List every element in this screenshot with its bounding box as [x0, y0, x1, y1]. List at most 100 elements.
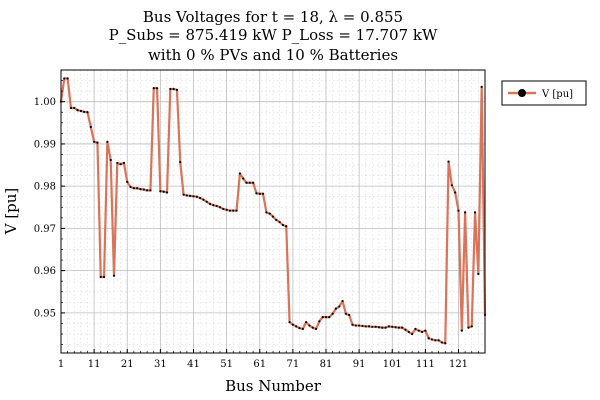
data-point — [295, 325, 298, 328]
data-point — [298, 326, 301, 330]
data-point — [414, 327, 417, 331]
grid — [60, 69, 485, 353]
data-point — [341, 299, 344, 303]
data-point — [377, 326, 381, 329]
data-point — [66, 77, 69, 80]
data-point — [454, 191, 457, 194]
x-tick-label: 41 — [187, 359, 200, 370]
data-point — [102, 275, 106, 279]
data-point — [424, 329, 427, 332]
y-tick-label: 0.99 — [34, 139, 56, 150]
data-point — [334, 307, 338, 310]
data-point — [189, 194, 192, 197]
data-point — [142, 188, 145, 191]
x-tick-label: 81 — [320, 359, 333, 370]
data-point — [308, 324, 311, 327]
chart-title-line-2: P_Subs = 875.419 kW P_Loss = 17.707 kW — [109, 26, 438, 44]
data-point — [367, 325, 371, 328]
data-point — [179, 160, 182, 164]
x-tick-label: 111 — [416, 359, 435, 370]
data-point — [192, 195, 195, 198]
data-point — [122, 161, 126, 165]
data-point — [358, 324, 361, 327]
data-point — [460, 329, 463, 332]
data-point — [467, 326, 470, 329]
data-point — [394, 326, 397, 329]
x-tick-label: 61 — [253, 359, 266, 370]
data-point — [112, 274, 116, 277]
data-point — [397, 326, 400, 329]
data-point — [450, 184, 453, 187]
data-point — [169, 87, 172, 91]
data-point — [348, 313, 351, 317]
data-point — [212, 204, 215, 207]
data-point — [328, 315, 331, 319]
x-tick-label: 71 — [287, 359, 300, 370]
data-point — [235, 209, 238, 212]
data-point — [291, 323, 294, 326]
data-point — [301, 327, 304, 331]
data-point — [245, 181, 248, 184]
data-point — [305, 321, 308, 324]
data-point — [119, 163, 122, 166]
data-point — [434, 339, 437, 342]
data-point — [146, 189, 149, 192]
data-point — [258, 192, 261, 195]
data-point — [195, 195, 198, 198]
data-point — [132, 187, 135, 190]
data-point — [384, 326, 387, 329]
data-point — [83, 110, 86, 113]
data-point — [457, 209, 460, 212]
x-axis-label: Bus Number — [225, 377, 322, 395]
data-point — [331, 312, 334, 315]
data-point — [205, 200, 208, 203]
data-point — [109, 158, 112, 162]
legend: V [pu] — [501, 80, 587, 106]
data-point — [314, 327, 318, 331]
data-point — [116, 161, 119, 165]
data-point — [288, 321, 291, 324]
data-point — [96, 141, 99, 144]
y-tick-label: 0.95 — [34, 308, 56, 319]
data-point — [79, 109, 82, 113]
data-point — [268, 212, 271, 215]
data-point — [126, 180, 129, 184]
x-tick-label: 91 — [353, 359, 366, 370]
data-point — [185, 194, 188, 197]
data-point — [106, 140, 109, 143]
data-point — [321, 315, 324, 319]
data-point — [159, 190, 162, 193]
data-point — [218, 206, 222, 209]
y-tick-label: 0.98 — [34, 182, 56, 193]
data-point — [427, 337, 430, 340]
x-tick-label: 1 — [58, 359, 64, 370]
legend-label: V [pu] — [541, 89, 573, 100]
data-point — [225, 208, 228, 211]
data-point — [404, 328, 407, 331]
y-axis-label: V [pu] — [2, 188, 20, 236]
data-point — [252, 181, 255, 184]
data-point — [232, 209, 235, 212]
data-point — [155, 87, 159, 90]
data-point — [69, 106, 73, 110]
data-point — [255, 192, 258, 195]
x-tick-label: 121 — [449, 359, 468, 370]
data-point — [354, 324, 357, 327]
data-point — [417, 329, 420, 332]
data-point — [129, 185, 132, 189]
data-point — [162, 190, 165, 193]
data-point — [285, 225, 288, 228]
data-point — [99, 275, 102, 279]
data-point — [437, 339, 440, 342]
data-point — [238, 172, 241, 175]
data-point — [202, 198, 205, 201]
data-point — [86, 111, 89, 114]
chart-title-line-1: Bus Voltages for t = 18, λ = 0.855 — [143, 8, 403, 26]
data-point — [477, 272, 480, 276]
y-tick-label: 0.97 — [34, 224, 56, 235]
data-point — [278, 220, 281, 224]
x-tick-label: 31 — [154, 359, 167, 370]
y-tick-label: 0.96 — [34, 266, 56, 277]
data-point — [222, 207, 225, 211]
